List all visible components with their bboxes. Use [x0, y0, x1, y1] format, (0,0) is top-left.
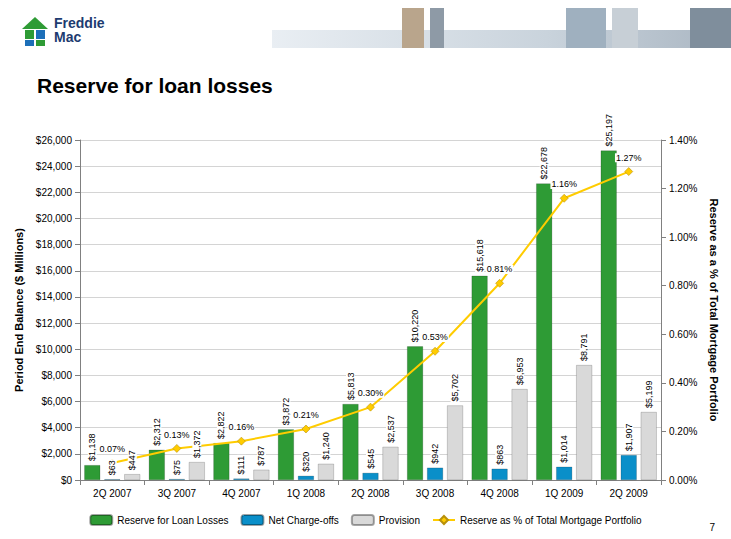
svg-text:$2,000: $2,000	[41, 448, 72, 459]
svg-text:$1,138: $1,138	[87, 434, 97, 462]
svg-text:0.53%: 0.53%	[422, 332, 448, 342]
svg-text:$22,000: $22,000	[36, 187, 73, 198]
svg-text:$863: $863	[495, 445, 505, 465]
svg-text:$2,312: $2,312	[152, 418, 162, 446]
svg-text:0.16%: 0.16%	[229, 422, 255, 432]
svg-text:$10,000: $10,000	[36, 344, 73, 355]
html-text:7: 7	[709, 522, 715, 533]
svg-text:2Q 2008: 2Q 2008	[351, 488, 390, 499]
svg-text:3Q 2008: 3Q 2008	[416, 488, 455, 499]
svg-text:1.40%: 1.40%	[669, 135, 697, 146]
svg-text:0.30%: 0.30%	[358, 388, 384, 398]
svg-text:$545: $545	[366, 449, 376, 469]
svg-text:2Q 2007: 2Q 2007	[93, 488, 132, 499]
html-text:Freddie: Freddie	[54, 15, 105, 31]
svg-text:$14,000: $14,000	[36, 291, 73, 302]
svg-text:$18,000: $18,000	[36, 239, 73, 250]
svg-text:$942: $942	[430, 444, 440, 464]
svg-text:$26,000: $26,000	[36, 135, 73, 146]
svg-text:$2,537: $2,537	[386, 415, 396, 443]
svg-text:0.60%: 0.60%	[669, 329, 697, 340]
svg-text:0.07%: 0.07%	[100, 444, 126, 454]
svg-text:Reserve for loan losses: Reserve for loan losses	[37, 74, 273, 97]
svg-text:1Q 2008: 1Q 2008	[287, 488, 326, 499]
svg-text:Reserve as % of Total Mortgage: Reserve as % of Total Mortgage Portfolio	[460, 515, 642, 526]
svg-text:1Q 2009: 1Q 2009	[545, 488, 584, 499]
svg-text:$2,822: $2,822	[216, 412, 226, 440]
svg-text:Period End Balance ($ Millions: Period End Balance ($ Millions)	[13, 228, 25, 392]
svg-text:$320: $320	[301, 452, 311, 472]
svg-text:$8,000: $8,000	[41, 370, 72, 381]
svg-text:0.80%: 0.80%	[669, 280, 697, 291]
svg-text:Net Charge-offs: Net Charge-offs	[268, 515, 338, 526]
svg-text:$6,953: $6,953	[515, 358, 525, 386]
svg-text:4Q 2008: 4Q 2008	[480, 488, 519, 499]
svg-text:$1,907: $1,907	[624, 424, 634, 452]
svg-text:$0: $0	[61, 475, 73, 486]
svg-text:1.20%: 1.20%	[669, 183, 697, 194]
svg-text:$5,702: $5,702	[450, 374, 460, 402]
svg-text:$22,678: $22,678	[539, 147, 549, 180]
svg-text:$5,813: $5,813	[346, 372, 356, 400]
svg-text:Provision: Provision	[379, 515, 420, 526]
svg-text:0.21%: 0.21%	[293, 410, 319, 420]
svg-text:$8,791: $8,791	[579, 334, 589, 362]
svg-text:1.00%: 1.00%	[669, 232, 697, 243]
svg-text:0.13%: 0.13%	[164, 430, 190, 440]
svg-text:2Q 2009: 2Q 2009	[610, 488, 649, 499]
svg-text:$1,014: $1,014	[559, 435, 569, 463]
svg-text:$16,000: $16,000	[36, 265, 73, 276]
svg-text:$5,199: $5,199	[644, 380, 654, 408]
svg-text:$10,220: $10,220	[410, 310, 420, 343]
svg-text:$24,000: $24,000	[36, 161, 73, 172]
svg-text:0.20%: 0.20%	[669, 426, 697, 437]
svg-text:Reserve as a % of Total Mortga: Reserve as a % of Total Mortgage Portfol…	[708, 199, 720, 422]
svg-text:$75: $75	[172, 460, 182, 475]
html-text:Mac: Mac	[54, 29, 82, 45]
svg-text:$3,872: $3,872	[281, 398, 291, 426]
svg-text:$787: $787	[256, 446, 266, 466]
svg-text:Reserve for Loan Losses: Reserve for Loan Losses	[117, 515, 228, 526]
svg-text:0.00%: 0.00%	[669, 475, 697, 486]
svg-text:$15,618: $15,618	[475, 239, 485, 272]
svg-text:$25,197: $25,197	[604, 114, 614, 147]
svg-text:0.81%: 0.81%	[487, 264, 513, 274]
svg-text:$1,372: $1,372	[192, 431, 202, 459]
svg-text:$20,000: $20,000	[36, 213, 73, 224]
svg-text:1.16%: 1.16%	[551, 179, 577, 189]
svg-text:4Q 2007: 4Q 2007	[222, 488, 261, 499]
svg-text:3Q 2007: 3Q 2007	[158, 488, 197, 499]
svg-text:$111: $111	[236, 456, 246, 475]
svg-text:$4,000: $4,000	[41, 422, 72, 433]
svg-text:$12,000: $12,000	[36, 318, 73, 329]
svg-text:$6,000: $6,000	[41, 396, 72, 407]
svg-text:1.27%: 1.27%	[616, 153, 642, 163]
svg-text:$1,240: $1,240	[321, 432, 331, 460]
svg-text:$447: $447	[127, 450, 137, 470]
svg-text:$63: $63	[107, 460, 117, 475]
svg-text:0.40%: 0.40%	[669, 377, 697, 388]
